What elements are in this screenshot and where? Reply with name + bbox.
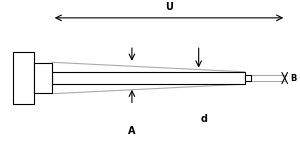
Bar [52,72,244,84]
Bar [13,52,34,104]
Bar [34,63,52,93]
Text: B: B [291,74,297,83]
Text: U: U [165,2,173,12]
Text: d: d [201,114,208,124]
Bar [244,75,250,81]
Text: A: A [128,126,136,136]
